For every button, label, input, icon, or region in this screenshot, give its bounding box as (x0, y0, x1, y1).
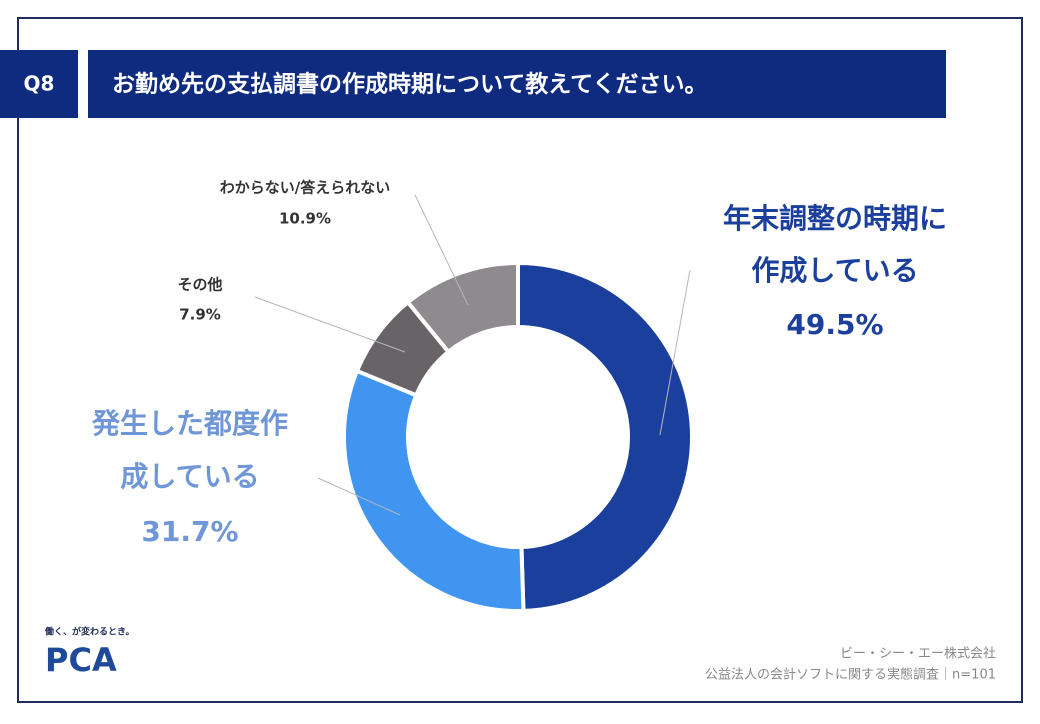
footer-company: ビー・シー・エー株式会社 (840, 646, 996, 662)
leader-line (414, 194, 469, 306)
category-label: その他 (177, 276, 222, 294)
question-box (88, 50, 946, 118)
question-number: Q8 (24, 72, 55, 96)
leader-line (659, 269, 691, 436)
leader-line (254, 296, 406, 353)
donut-slice (516, 260, 694, 613)
question-number-box (0, 50, 78, 118)
value-label: 7.9% (179, 306, 221, 324)
value-label: 31.7% (141, 515, 238, 548)
question-title: お勤め先の支払調書の作成時期について教えてください。 (112, 71, 707, 98)
value-label: 10.9% (279, 210, 331, 228)
logo-tagline: 働く、が変わるとき。 (44, 626, 135, 638)
footer-survey: 公益法人の会計ソフトに関する実態調査｜n=101 (705, 667, 996, 683)
category-label: 作成している (751, 254, 918, 287)
leader-line (317, 477, 401, 516)
category-label: 年末調整の時期に (723, 202, 947, 235)
category-label: 成している (120, 460, 259, 493)
donut-slice (405, 260, 520, 355)
logo: PCA (45, 641, 117, 679)
category-label: わからない/答えられない (220, 179, 390, 197)
value-label: 49.5% (786, 308, 883, 341)
donut-slice (342, 368, 526, 613)
category-label: 発生した都度作 (91, 407, 288, 440)
